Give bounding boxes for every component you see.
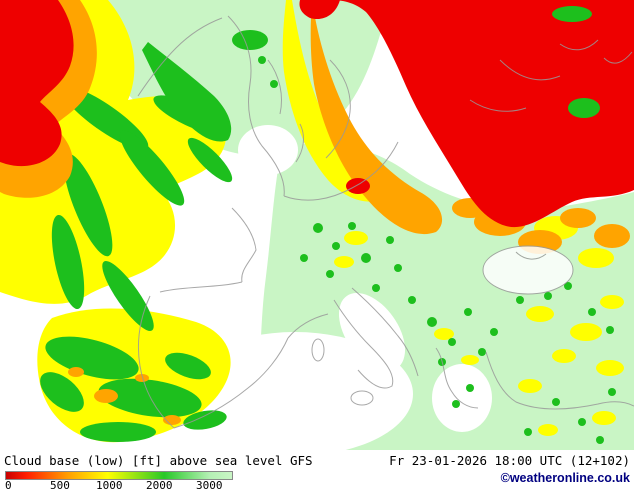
copyright-link[interactable]: ©weatheronline.co.uk: [500, 471, 630, 485]
legend-tick-1000: 1000: [96, 479, 123, 490]
legend-tick-3000: 3000: [196, 479, 223, 490]
caption-footer: Cloud base (low) [ft] above sea level GF…: [0, 450, 634, 490]
forecast-datetime: Fr 23-01-2026 18:00 UTC (12+102): [389, 453, 630, 468]
forecast-map: [0, 0, 634, 450]
green-islands-layer: [552, 6, 600, 118]
weather-map-svg: [0, 0, 634, 450]
green-layer: [40, 30, 616, 444]
legend-gradient-bar: [5, 471, 233, 480]
legend-tick-0: 0: [5, 479, 12, 490]
legend-tick-2000: 2000: [146, 479, 173, 490]
map-title: Cloud base (low) [ft] above sea level GF…: [4, 453, 313, 468]
red-layer: [0, 0, 634, 228]
caption-row: Cloud base (low) [ft] above sea level GF…: [0, 453, 634, 468]
legend-tick-500: 500: [50, 479, 70, 490]
coastline-layer: [137, 15, 634, 429]
legend-tick-labels: 0 500 1000 2000 3000: [5, 479, 245, 490]
